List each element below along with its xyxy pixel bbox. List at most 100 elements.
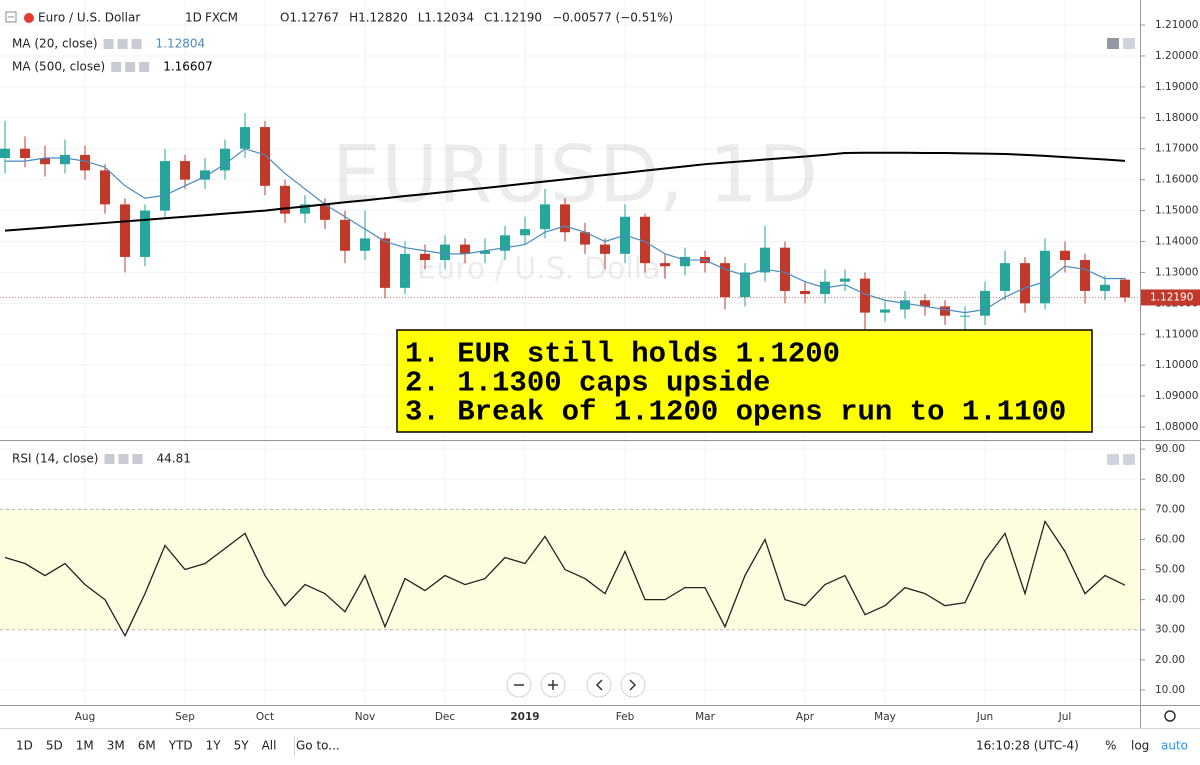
y-tick-label: 1.09000 xyxy=(1155,390,1198,402)
pane-button[interactable] xyxy=(1107,38,1119,49)
x-tick-label: May xyxy=(874,711,896,723)
indicator-button[interactable] xyxy=(117,39,128,49)
y-tick-label: 1.20000 xyxy=(1155,50,1198,62)
candle-body xyxy=(740,272,750,298)
range-button[interactable]: 1D xyxy=(16,739,33,753)
auto-toggle[interactable]: auto xyxy=(1161,739,1188,753)
candle-body xyxy=(900,300,910,310)
rsi-band xyxy=(0,509,1140,630)
candle-body xyxy=(40,158,50,165)
indicator-button[interactable] xyxy=(125,62,136,72)
scroll-left[interactable] xyxy=(586,672,612,698)
candle-body xyxy=(360,238,370,251)
indicator-name[interactable]: RSI (14, close) xyxy=(12,452,98,466)
x-tick-label: Sep xyxy=(175,711,195,723)
ohlc-value: −0.00577 (−0.51%) xyxy=(552,11,673,25)
candle-body xyxy=(400,253,410,288)
y-tick-label: 1.10000 xyxy=(1155,359,1198,371)
candle-body xyxy=(0,148,10,159)
x-tick-label: Apr xyxy=(796,711,815,723)
range-button[interactable]: 1Y xyxy=(206,739,222,753)
candle-body xyxy=(680,256,690,267)
plus-glyph xyxy=(548,680,558,690)
interval[interactable]: 1D xyxy=(185,11,202,25)
y-tick-label: 50.00 xyxy=(1155,564,1185,576)
range-button[interactable]: 3M xyxy=(107,739,125,753)
candle-body xyxy=(640,216,650,264)
moving-average xyxy=(4,151,1126,232)
x-tick-label: Jul xyxy=(1058,711,1072,723)
candle-body xyxy=(240,127,250,149)
range-button[interactable]: All xyxy=(262,739,277,753)
indicator-button[interactable] xyxy=(131,39,142,49)
y-tick-label: 1.18000 xyxy=(1155,112,1198,124)
pane-button[interactable] xyxy=(1123,454,1135,465)
pane-button[interactable] xyxy=(1123,38,1135,49)
y-tick-label: 80.00 xyxy=(1155,473,1185,485)
moving-average xyxy=(5,148,1126,314)
goto-button[interactable]: Go to... xyxy=(296,739,340,753)
indicator-button[interactable] xyxy=(111,62,122,72)
nav-glyphs xyxy=(514,679,637,691)
scroll-right[interactable] xyxy=(620,672,646,698)
watermark: EURUSD, 1D xyxy=(332,130,819,220)
indicator-button[interactable] xyxy=(118,454,129,464)
y-tick-label: 1.14000 xyxy=(1155,235,1198,247)
indicator-name[interactable]: MA (500, close) xyxy=(12,60,105,74)
candle-body xyxy=(260,127,270,186)
indicator-button[interactable] xyxy=(132,454,143,464)
annotation-line: 2. 1.1300 caps upside xyxy=(405,367,770,400)
indicator-button[interactable] xyxy=(104,454,115,464)
candle-body xyxy=(760,247,770,273)
candle-body xyxy=(140,210,150,257)
indicator-button[interactable] xyxy=(139,62,150,72)
x-tick-label: Jun xyxy=(976,711,993,723)
candle-body xyxy=(340,219,350,251)
candle-body xyxy=(660,263,670,267)
settings-icon[interactable] xyxy=(1164,710,1176,722)
annotation-line: 3. Break of 1.1200 opens run to 1.1100 xyxy=(405,396,1066,429)
last-price-tag xyxy=(1141,289,1200,306)
indicator-value: 1.12804 xyxy=(156,37,206,51)
last-price-label: 1.12190 xyxy=(1150,291,1193,303)
ohlc-value: C1.12190 xyxy=(484,11,542,25)
range-button[interactable]: 6M xyxy=(138,739,156,753)
candle-body xyxy=(1080,260,1090,291)
range-button[interactable]: 5D xyxy=(46,739,63,753)
candle-body xyxy=(1000,263,1010,291)
right-glyph xyxy=(629,679,637,691)
y-tick-label: 1.21000 xyxy=(1155,19,1198,31)
candle-body xyxy=(940,306,950,316)
x-tick-label: Mar xyxy=(695,711,715,723)
annotation-box xyxy=(396,329,1093,433)
candle-body xyxy=(60,154,70,165)
candle-body xyxy=(460,244,470,254)
annotation-line: 1. EUR still holds 1.1200 xyxy=(405,338,840,371)
candle-body xyxy=(600,244,610,254)
candle-body xyxy=(540,204,550,230)
y-tick-label: 30.00 xyxy=(1155,624,1185,636)
candle-body xyxy=(520,229,530,236)
candle-body xyxy=(860,278,870,313)
candle-body xyxy=(1120,279,1130,298)
range-button[interactable]: 1M xyxy=(76,739,94,753)
flag-icon xyxy=(24,13,34,23)
source[interactable]: FXCM xyxy=(205,11,238,25)
log-toggle[interactable]: log xyxy=(1131,739,1149,753)
symbol[interactable]: Euro / U.S. Dollar xyxy=(38,11,140,25)
x-tick-label: Oct xyxy=(256,711,274,723)
range-button[interactable]: YTD xyxy=(168,739,193,753)
y-tick-label: 20.00 xyxy=(1155,654,1185,666)
candle-body xyxy=(300,204,310,214)
y-tick-label: 1.16000 xyxy=(1155,174,1198,186)
percent-toggle[interactable]: % xyxy=(1105,739,1116,753)
pane-button[interactable] xyxy=(1107,454,1119,465)
y-tick-label: 60.00 xyxy=(1155,533,1185,545)
candle-body xyxy=(1040,250,1050,304)
indicator-name[interactable]: MA (20, close) xyxy=(12,37,98,51)
indicator-button[interactable] xyxy=(103,39,114,49)
collapse-icon[interactable] xyxy=(5,11,17,23)
rsi-line xyxy=(4,519,1126,638)
range-button[interactable]: 5Y xyxy=(234,739,250,753)
candle-body xyxy=(220,148,230,171)
